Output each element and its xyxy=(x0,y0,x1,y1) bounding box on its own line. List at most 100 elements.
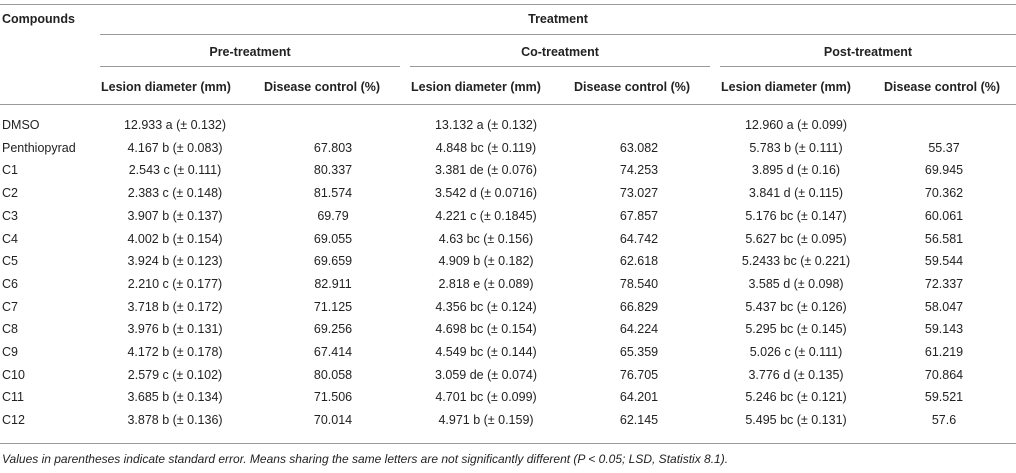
table-bottom-rule xyxy=(0,443,1016,444)
co-lesion-cell: 4.356 bc (± 0.124) xyxy=(435,300,537,314)
pre-lesion-cell: 2.579 c (± 0.102) xyxy=(127,368,223,382)
compound-cell: DMSO xyxy=(2,118,40,132)
post-lesion-cell: 5.783 b (± 0.111) xyxy=(749,141,843,155)
pre-control-cell: 80.337 xyxy=(313,163,353,177)
co-treatment-header: Co-treatment xyxy=(521,45,599,59)
post-lesion-cell: 12.960 a (± 0.099) xyxy=(744,118,848,132)
compound-cell: C2 xyxy=(2,186,18,200)
pre-lesion-cell: 2.383 c (± 0.148) xyxy=(127,186,223,200)
pre-lesion-cell: 4.172 b (± 0.178) xyxy=(127,345,223,359)
co-control-cell: 64.742 xyxy=(619,232,659,246)
compound-cell: C5 xyxy=(2,254,18,268)
co-control-cell: 78.540 xyxy=(619,277,659,291)
post-lesion-cell: 5.026 c (± 0.111) xyxy=(749,345,843,359)
pre-lesion-cell: 4.167 b (± 0.083) xyxy=(127,141,223,155)
co-lesion-cell: 3.059 de (± 0.074) xyxy=(434,368,538,382)
pre-control-header: Disease control (%) xyxy=(264,80,381,94)
pre-control-cell: 69.256 xyxy=(313,322,353,336)
pre-control-cell: 69.055 xyxy=(313,232,353,246)
post-control-cell: 59.544 xyxy=(924,254,964,268)
co-control-cell: 62.618 xyxy=(619,254,659,268)
pre-lesion-cell: 3.976 b (± 0.131) xyxy=(127,322,223,336)
co-lesion-cell: 4.909 b (± 0.182) xyxy=(438,254,534,268)
pre-control-cell: 81.574 xyxy=(313,186,353,200)
post-treatment-header: Post-treatment xyxy=(823,45,913,59)
compound-cell: C4 xyxy=(2,232,18,246)
header-bottom-rule xyxy=(0,104,1016,105)
compound-cell: C6 xyxy=(2,277,18,291)
co-control-cell: 64.224 xyxy=(619,322,659,336)
compound-cell: C8 xyxy=(2,322,18,336)
co-lesion-cell: 13.132 a (± 0.132) xyxy=(434,118,538,132)
treatment-header: Treatment xyxy=(528,12,588,26)
post-control-cell: 69.945 xyxy=(924,163,964,177)
co-control-cell: 64.201 xyxy=(619,390,659,404)
compound-cell: C3 xyxy=(2,209,18,223)
pre-control-cell: 67.803 xyxy=(313,141,353,155)
post-control-cell: 55.37 xyxy=(928,141,960,155)
post-lesion-cell: 3.585 d (± 0.098) xyxy=(748,277,844,291)
pre-control-cell: 71.125 xyxy=(313,300,353,314)
compounds-header: Compounds xyxy=(2,12,75,26)
pre-lesion-cell: 3.878 b (± 0.136) xyxy=(127,413,223,427)
co-lesion-cell: 2.818 e (± 0.089) xyxy=(438,277,534,291)
post-control-cell: 56.581 xyxy=(924,232,964,246)
co-control-header: Disease control (%) xyxy=(574,80,691,94)
post-lesion-cell: 5.627 bc (± 0.095) xyxy=(745,232,847,246)
post-control-cell: 59.143 xyxy=(924,322,964,336)
post-control-header: Disease control (%) xyxy=(884,80,1001,94)
co-control-cell: 65.359 xyxy=(619,345,659,359)
co-control-cell: 73.027 xyxy=(619,186,659,200)
co-control-cell: 62.145 xyxy=(619,413,659,427)
pre-control-cell: 71.506 xyxy=(313,390,353,404)
post-treatment-rule xyxy=(720,66,1016,67)
post-lesion-cell: 5.437 bc (± 0.126) xyxy=(745,300,847,314)
co-lesion-cell: 4.848 bc (± 0.119) xyxy=(435,141,537,155)
co-lesion-cell: 4.221 c (± 0.1845) xyxy=(435,209,537,223)
co-lesion-cell: 4.63 bc (± 0.156) xyxy=(438,232,534,246)
co-control-cell: 66.829 xyxy=(619,300,659,314)
post-control-cell: 70.362 xyxy=(924,186,964,200)
post-lesion-cell: 5.295 bc (± 0.145) xyxy=(745,322,847,336)
pre-lesion-cell: 3.924 b (± 0.123) xyxy=(127,254,223,268)
post-control-cell: 72.337 xyxy=(924,277,964,291)
pre-lesion-cell: 3.907 b (± 0.137) xyxy=(127,209,223,223)
pre-control-cell: 67.414 xyxy=(313,345,353,359)
compound-cell: C11 xyxy=(2,390,25,404)
post-control-cell: 61.219 xyxy=(924,345,964,359)
post-control-cell: 58.047 xyxy=(924,300,964,314)
post-lesion-cell: 5.2433 bc (± 0.221) xyxy=(741,254,851,268)
pre-lesion-cell: 3.685 b (± 0.134) xyxy=(127,390,223,404)
pre-treatment-rule xyxy=(100,66,400,67)
compound-cell: C7 xyxy=(2,300,18,314)
co-lesion-cell: 4.698 bc (± 0.154) xyxy=(435,322,537,336)
co-control-cell: 63.082 xyxy=(619,141,659,155)
post-lesion-cell: 3.841 d (± 0.115) xyxy=(748,186,844,200)
post-lesion-cell: 3.776 d (± 0.135) xyxy=(748,368,844,382)
pre-control-cell: 69.659 xyxy=(313,254,353,268)
post-lesion-cell: 5.246 bc (± 0.121) xyxy=(745,390,847,404)
top-rule xyxy=(0,4,1016,5)
post-control-cell: 60.061 xyxy=(924,209,964,223)
co-lesion-cell: 3.542 d (± 0.0716) xyxy=(434,186,538,200)
compound-cell: C10 xyxy=(2,368,25,382)
compound-cell: C1 xyxy=(2,163,18,177)
post-control-cell: 70.864 xyxy=(924,368,964,382)
compound-cell: C9 xyxy=(2,345,18,359)
pre-lesion-cell: 12.933 a (± 0.132) xyxy=(123,118,227,132)
post-lesion-header: Lesion diameter (mm) xyxy=(721,80,851,94)
co-control-cell: 74.253 xyxy=(619,163,659,177)
pre-lesion-cell: 2.543 c (± 0.111) xyxy=(128,163,222,177)
post-control-cell: 57.6 xyxy=(931,413,957,427)
co-lesion-cell: 4.549 bc (± 0.144) xyxy=(435,345,537,359)
pre-lesion-cell: 4.002 b (± 0.154) xyxy=(127,232,223,246)
co-lesion-header: Lesion diameter (mm) xyxy=(411,80,541,94)
pre-control-cell: 70.014 xyxy=(313,413,353,427)
post-lesion-cell: 5.176 bc (± 0.147) xyxy=(745,209,847,223)
pre-lesion-cell: 2.210 c (± 0.177) xyxy=(127,277,223,291)
treatment-rule xyxy=(100,34,1016,35)
co-control-cell: 76.705 xyxy=(619,368,659,382)
pre-control-cell: 82.911 xyxy=(314,277,352,291)
compound-cell: Penthiopyrad xyxy=(2,141,76,155)
co-lesion-cell: 3.381 de (± 0.076) xyxy=(434,163,538,177)
